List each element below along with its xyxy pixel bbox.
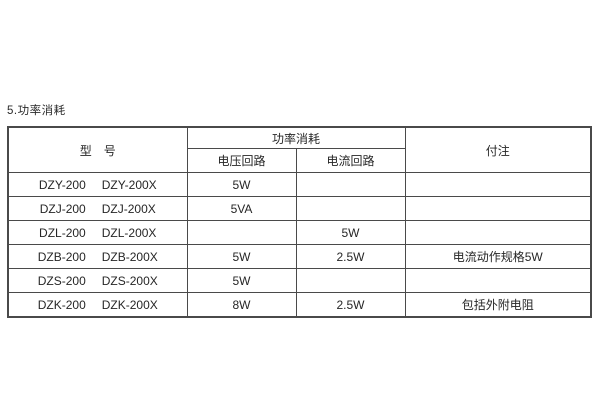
model-pair: DZS-200 DZS-200X — [38, 274, 158, 288]
model-pair: DZB-200 DZB-200X — [38, 250, 158, 264]
voltage-circuit-cell: 5W — [186, 268, 297, 293]
table-row: DZJ-200 DZJ-200X 5VA — [7, 196, 592, 221]
current-circuit-cell — [295, 196, 406, 221]
current-circuit-cell: 2.5W — [295, 292, 406, 318]
model-cell: DZY-200 DZY-200X — [7, 172, 188, 197]
notes-cell: 包括外附电阻 — [404, 292, 592, 318]
voltage-circuit-cell: 5W — [186, 244, 297, 269]
model-base: DZL-200 — [39, 225, 86, 240]
column-header-voltage-circuit: 电压回路 — [186, 148, 297, 173]
model-base: DZK-200 — [37, 297, 86, 312]
column-header-current-circuit: 电流回路 — [295, 148, 406, 173]
model-cell: DZJ-200 DZJ-200X — [7, 196, 188, 221]
model-pair: DZY-200 DZY-200X — [39, 178, 157, 192]
table-row: DZS-200 DZS-200X 5W — [7, 268, 592, 293]
column-header-model: 型 号 — [7, 126, 188, 173]
model-variant: DZS-200X — [101, 273, 158, 288]
model-base: DZY-200 — [38, 177, 86, 192]
notes-cell — [404, 268, 592, 293]
voltage-circuit-cell — [186, 220, 297, 245]
model-pair: DZL-200 DZL-200X — [39, 226, 156, 240]
model-base: DZS-200 — [37, 273, 86, 288]
model-base: DZJ-200 — [39, 201, 86, 216]
model-cell: DZS-200 DZS-200X — [7, 268, 188, 293]
table-row: DZL-200 DZL-200X 5W — [7, 220, 592, 245]
table-row: DZK-200 DZK-200X 8W 2.5W 包括外附电阻 — [7, 292, 592, 318]
table-row: DZY-200 DZY-200X 5W — [7, 172, 592, 197]
voltage-circuit-cell: 5W — [186, 172, 297, 197]
current-circuit-cell — [295, 172, 406, 197]
notes-cell — [404, 220, 592, 245]
notes-cell — [404, 196, 592, 221]
section-heading: 5.功率消耗 — [7, 105, 66, 117]
model-pair: DZK-200 DZK-200X — [38, 298, 158, 312]
table-body: DZY-200 DZY-200X 5W DZJ-200 DZJ-200X 5VA… — [7, 172, 592, 318]
model-pair: DZJ-200 DZJ-200X — [40, 202, 156, 216]
table-row: DZB-200 DZB-200X 5W 2.5W 电流动作规格5W — [7, 244, 592, 269]
model-base: DZB-200 — [37, 249, 86, 264]
model-variant: DZJ-200X — [101, 201, 156, 216]
model-variant: DZK-200X — [101, 297, 158, 312]
table-header: 型 号 功率消耗 付注 电压回路 电流回路 — [7, 126, 592, 173]
column-header-notes: 付注 — [404, 126, 592, 173]
model-cell: DZL-200 DZL-200X — [7, 220, 188, 245]
notes-cell: 电流动作规格5W — [404, 244, 592, 269]
notes-cell — [404, 172, 592, 197]
column-header-power-group: 功率消耗 — [186, 126, 406, 149]
voltage-circuit-cell: 8W — [186, 292, 297, 318]
model-cell: DZK-200 DZK-200X — [7, 292, 188, 318]
voltage-circuit-cell: 5VA — [186, 196, 297, 221]
current-circuit-cell: 5W — [295, 220, 406, 245]
model-cell: DZB-200 DZB-200X — [7, 244, 188, 269]
current-circuit-cell — [295, 268, 406, 293]
model-variant: DZY-200X — [101, 177, 157, 192]
power-consumption-table: 型 号 功率消耗 付注 电压回路 电流回路 DZY-200 DZY-200X 5… — [7, 126, 593, 318]
model-variant: DZB-200X — [101, 249, 158, 264]
current-circuit-cell: 2.5W — [295, 244, 406, 269]
model-variant: DZL-200X — [101, 225, 157, 240]
